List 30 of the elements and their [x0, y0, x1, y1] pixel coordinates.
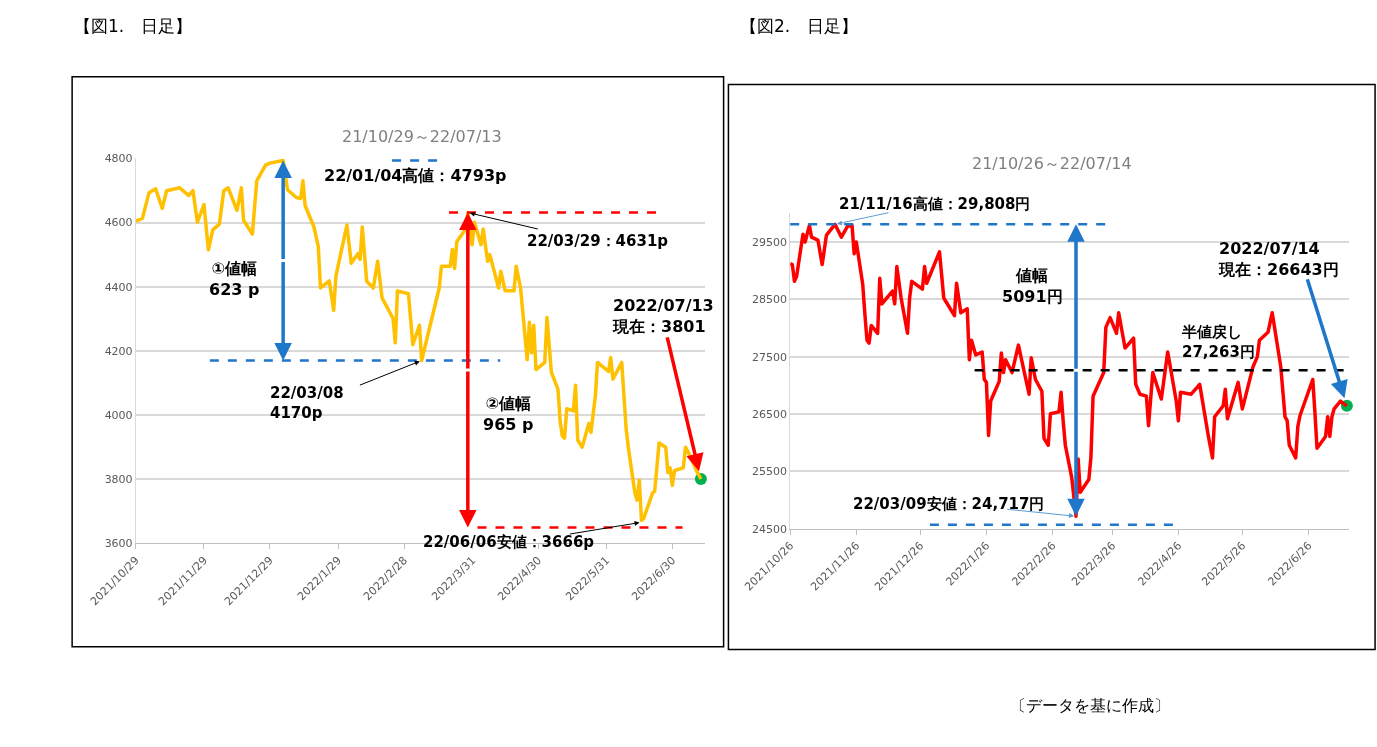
chart-subtitle: 21/10/26～22/07/14	[972, 154, 1132, 173]
annotation: 2022/07/14 現在：26643円	[1218, 239, 1339, 279]
text: 〔データを基に作成〕	[1010, 696, 1170, 715]
chart-subtitle: 21/10/29～22/07/13	[342, 127, 502, 146]
y-tick-label: 4600	[104, 216, 133, 230]
annotation: 22/06/06安値：3666p	[423, 533, 595, 551]
ref-line-label: 半値戻し 27,263円	[1181, 323, 1255, 361]
y-tick-label: 26500	[751, 407, 787, 421]
annotation: 22/01/04高値：4793p	[324, 166, 507, 185]
y-tick-label: 29500	[751, 235, 787, 249]
y-tick-label: 25500	[751, 465, 787, 479]
annotation: 22/03/09安値：24,717円	[853, 495, 1045, 513]
y-tick-label: 27500	[751, 350, 787, 364]
annotation: 22/03/08 4170p	[270, 384, 344, 422]
y-tick-label: 4400	[104, 280, 133, 294]
chart-title: 【図2. 日足】	[740, 16, 859, 36]
annotation: 21/11/16高値：29,808円	[839, 195, 1031, 213]
annotation: ①値幅 623 p	[209, 259, 260, 299]
y-tick-label: 4800	[104, 152, 133, 166]
annotation: ②値幅 965 p	[483, 394, 534, 434]
y-tick-label: 28500	[751, 293, 787, 307]
y-tick-label: 3600	[104, 537, 133, 551]
chart-title: 【図1. 日足】	[74, 16, 193, 36]
annotation: 22/03/29：4631p	[527, 232, 669, 250]
y-tick-label: 4200	[104, 344, 133, 358]
annotation: 2022/07/13 現在：3801	[612, 296, 714, 336]
y-tick-label: 3800	[104, 473, 133, 487]
annotation: 値幅 5091円	[1002, 266, 1063, 306]
y-tick-label: 4000	[104, 408, 133, 422]
y-tick-label: 24500	[751, 522, 787, 536]
